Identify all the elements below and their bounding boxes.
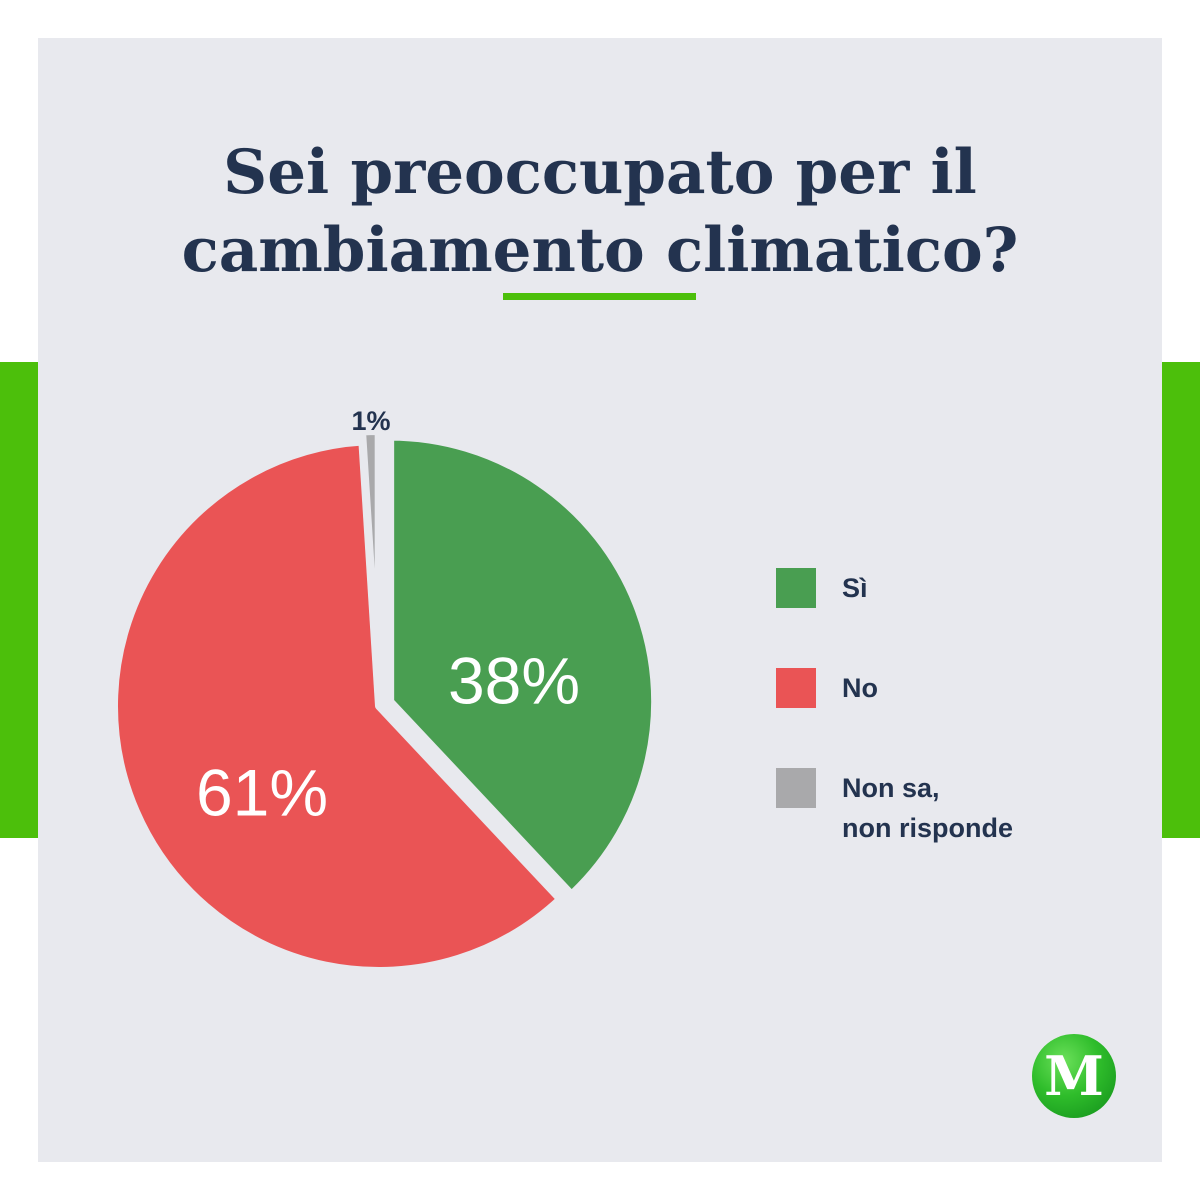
- chart-title: Sei preoccupato per il cambiamento clima…: [38, 134, 1162, 290]
- brand-logo: M: [1032, 1034, 1116, 1118]
- infographic-card: Sei preoccupato per il cambiamento clima…: [38, 38, 1162, 1162]
- pie-slice-si: [386, 432, 660, 899]
- legend-item-no: No: [776, 668, 878, 708]
- left-accent-bar: [0, 362, 38, 838]
- legend-swatch-non-sa: [776, 768, 816, 808]
- title-line-2: cambiamento climatico?: [181, 215, 1019, 286]
- pie-chart: 38% 61% 1%: [110, 406, 660, 975]
- legend-item-si: Sì: [776, 568, 868, 608]
- title-line-1: Sei preoccupato per il: [223, 137, 977, 208]
- legend-label-non-sa: Non sa, non risponde: [842, 773, 1013, 843]
- pie-label-si: 38%: [448, 643, 580, 717]
- legend-swatch-si: [776, 568, 816, 608]
- title-underline: [503, 293, 696, 300]
- legend-swatch-no: [776, 668, 816, 708]
- legend-item-non-sa: Non sa, non risponde: [776, 768, 1013, 848]
- pie-slice-non-sa: [358, 427, 383, 701]
- pie-label-non-sa: 1%: [351, 406, 390, 436]
- right-accent-bar: [1162, 362, 1200, 838]
- legend-label-si: Sì: [842, 573, 868, 603]
- pie-label-no: 61%: [196, 755, 328, 829]
- legend-label-no: No: [842, 673, 878, 703]
- pie-slice-no: [110, 437, 565, 975]
